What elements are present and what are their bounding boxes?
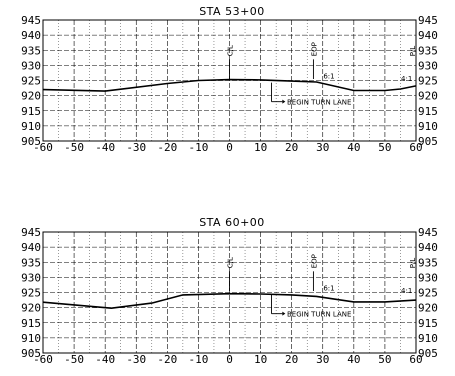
offset-label: -50 <box>64 141 84 154</box>
elevation-label-left: 945 <box>21 226 41 239</box>
offset-label: 50 <box>378 141 391 154</box>
offset-label: 20 <box>285 353 298 366</box>
elevation-label-left: 915 <box>21 105 41 118</box>
elevation-label-left: 905 <box>21 347 41 360</box>
elevation-label-right: 935 <box>418 256 438 269</box>
centerline-label: C/L <box>227 257 235 268</box>
offset-label: 60 <box>409 141 422 154</box>
elevation-label-left: 930 <box>21 271 41 284</box>
offset-label: 10 <box>254 353 267 366</box>
offset-label: -20 <box>157 353 177 366</box>
elevation-label-left: 935 <box>21 44 41 57</box>
turn-lane-arrow <box>282 311 286 316</box>
elevation-label-left: 925 <box>21 287 41 300</box>
cross-section-sta-53: STA 53+00 945 945 940 940 935 935 930 930 925 925… <box>21 5 438 154</box>
eop-label: EOP <box>310 42 318 56</box>
elevation-label-right: 905 <box>418 135 438 148</box>
elevation-label-right: 920 <box>418 90 438 103</box>
section-title: STA 60+00 <box>199 216 265 229</box>
elevation-label-right: 920 <box>418 302 438 315</box>
offset-label: -60 <box>33 353 53 366</box>
offset-label: 20 <box>285 141 298 154</box>
plot-frame <box>42 19 417 142</box>
offset-label: 40 <box>347 353 360 366</box>
offset-label: -40 <box>95 353 115 366</box>
elevation-label-left: 910 <box>21 332 41 345</box>
offset-label: 0 <box>226 141 233 154</box>
property-line-label: P/L <box>409 46 417 57</box>
offset-label: -10 <box>188 141 208 154</box>
offset-label: 30 <box>316 353 329 366</box>
elevation-label-right: 945 <box>418 226 438 239</box>
elevation-label-right: 940 <box>418 29 438 42</box>
offset-label: -50 <box>64 353 84 366</box>
section-profile-line <box>42 292 417 310</box>
slope-label: 4:1 <box>401 75 412 83</box>
offset-label: 50 <box>378 353 391 366</box>
cross-section-sta-60: STA 60+00 945 945 940 940 935 935 930 930 925 925… <box>21 216 438 366</box>
elevation-label-right: 935 <box>418 44 438 57</box>
elevation-label-right: 940 <box>418 241 438 254</box>
elevation-label-left: 915 <box>21 317 41 330</box>
offset-label: 30 <box>316 141 329 154</box>
elevation-label-right: 905 <box>418 347 438 360</box>
offset-label: -30 <box>126 141 146 154</box>
offset-label: 60 <box>409 353 422 366</box>
turn-lane-arrow <box>282 99 286 104</box>
elevation-label-left: 940 <box>21 241 41 254</box>
section-title: STA 53+00 <box>199 5 265 18</box>
offset-label: 10 <box>254 141 267 154</box>
offset-label: -30 <box>126 353 146 366</box>
offset-label: -20 <box>157 141 177 154</box>
slope-label: 6:1 <box>323 285 334 293</box>
elevation-label-right: 930 <box>418 271 438 284</box>
elevation-label-left: 945 <box>21 14 41 27</box>
elevation-label-left: 920 <box>21 90 41 103</box>
offset-label: 40 <box>347 141 360 154</box>
elevation-label-left: 910 <box>21 120 41 133</box>
offset-label: -60 <box>33 141 53 154</box>
centerline-label: C/L <box>227 45 235 56</box>
plot-frame <box>42 231 417 354</box>
slope-label: 6:1 <box>323 73 334 81</box>
elevation-label-left: 930 <box>21 59 41 72</box>
elevation-label-right: 915 <box>418 317 438 330</box>
elevation-label-left: 925 <box>21 75 41 88</box>
offset-label: -10 <box>188 353 208 366</box>
turn-lane-note: BEGIN TURN LANE <box>287 99 351 107</box>
elevation-label-right: 925 <box>418 75 438 88</box>
elevation-label-left: 920 <box>21 302 41 315</box>
elevation-label-right: 930 <box>418 59 438 72</box>
elevation-label-right: 925 <box>418 287 438 300</box>
property-line-label: P/L <box>409 258 417 269</box>
offset-label: -40 <box>95 141 115 154</box>
elevation-label-right: 945 <box>418 14 438 27</box>
elevation-label-right: 910 <box>418 332 438 345</box>
elevation-label-left: 935 <box>21 256 41 269</box>
elevation-label-left: 940 <box>21 29 41 42</box>
eop-label: EOP <box>310 254 318 268</box>
section-profile-line <box>42 78 417 92</box>
elevation-label-right: 915 <box>418 105 438 118</box>
elevation-label-left: 905 <box>21 135 41 148</box>
offset-label: 0 <box>226 353 233 366</box>
elevation-label-right: 910 <box>418 120 438 133</box>
slope-label: 4:1 <box>401 287 412 295</box>
turn-lane-note: BEGIN TURN LANE <box>287 311 351 319</box>
